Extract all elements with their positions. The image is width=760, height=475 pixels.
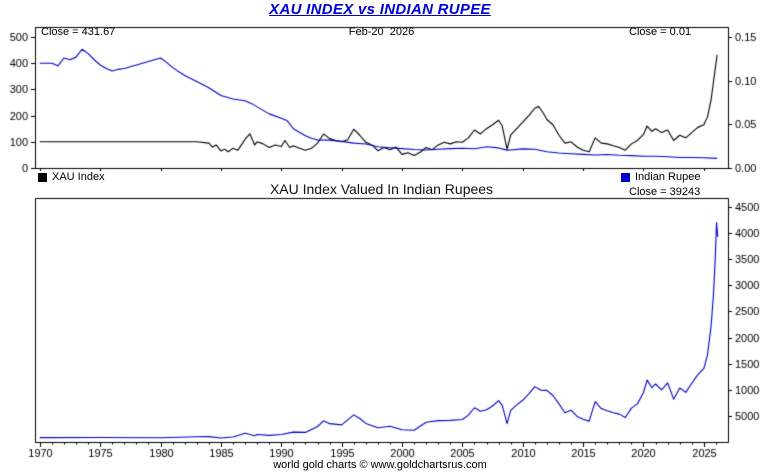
top-close-left-label: Close = 431.67 [41,26,116,38]
bottom-panel-title: XAU Index Valued In Indian Rupees [269,181,494,197]
legend-indian-rupee: Indian Rupee [621,171,700,183]
bottom-close-label: Close = 39243 [629,186,701,198]
indian-rupee-swatch-icon [621,172,630,182]
indian-rupee-legend-label: Indian Rupee [635,171,701,183]
top-close-right-label: Close = 0.01 [629,26,692,38]
page-title: XAU INDEX vs INDIAN RUPEE [269,1,491,18]
xau-index-swatch-icon [38,172,47,182]
xau-index-legend-label: XAU Index [52,171,105,183]
date-label: Feb-20 2026 [348,26,415,38]
legend-xau-index: XAU Index [38,171,105,183]
footer-credit: world gold charts © www.goldchartsrus.co… [273,459,487,471]
